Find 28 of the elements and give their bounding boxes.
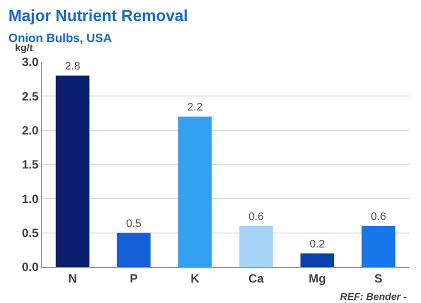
- data-label: 2.2: [187, 102, 203, 114]
- data-label: 0.5: [126, 218, 142, 230]
- bar: [239, 226, 273, 267]
- y-tick-label: 2.5: [22, 89, 39, 104]
- data-label: 0.6: [248, 211, 264, 223]
- data-label: 0.2: [310, 238, 325, 250]
- data-label: 0.6: [370, 211, 386, 223]
- y-tick-label: 1.5: [22, 158, 39, 172]
- x-tick-label: S: [374, 271, 382, 286]
- y-tick-label: 2.0: [22, 124, 39, 138]
- x-tick-label: N: [68, 271, 77, 286]
- x-tick-label: K: [190, 271, 200, 286]
- y-axis-title: kg/t: [15, 43, 34, 54]
- bar: [178, 116, 212, 267]
- y-tick-label: 3.0: [22, 55, 39, 70]
- text: REF: Bender -: [340, 292, 408, 303]
- bar: [300, 253, 334, 267]
- x-tick-label: P: [130, 271, 138, 286]
- y-tick-label: 1.0: [22, 192, 39, 206]
- x-tick-label: Mg: [308, 271, 326, 286]
- bar: [362, 226, 396, 267]
- bar: [116, 232, 151, 267]
- y-tick-label: 0.5: [22, 226, 39, 240]
- chart-title: Major Nutrient Removal: [8, 8, 188, 26]
- bar: [56, 76, 90, 267]
- data-label: 2.8: [64, 60, 80, 73]
- y-tick-label: 0.0: [22, 260, 39, 274]
- x-tick-label: Ca: [248, 271, 264, 286]
